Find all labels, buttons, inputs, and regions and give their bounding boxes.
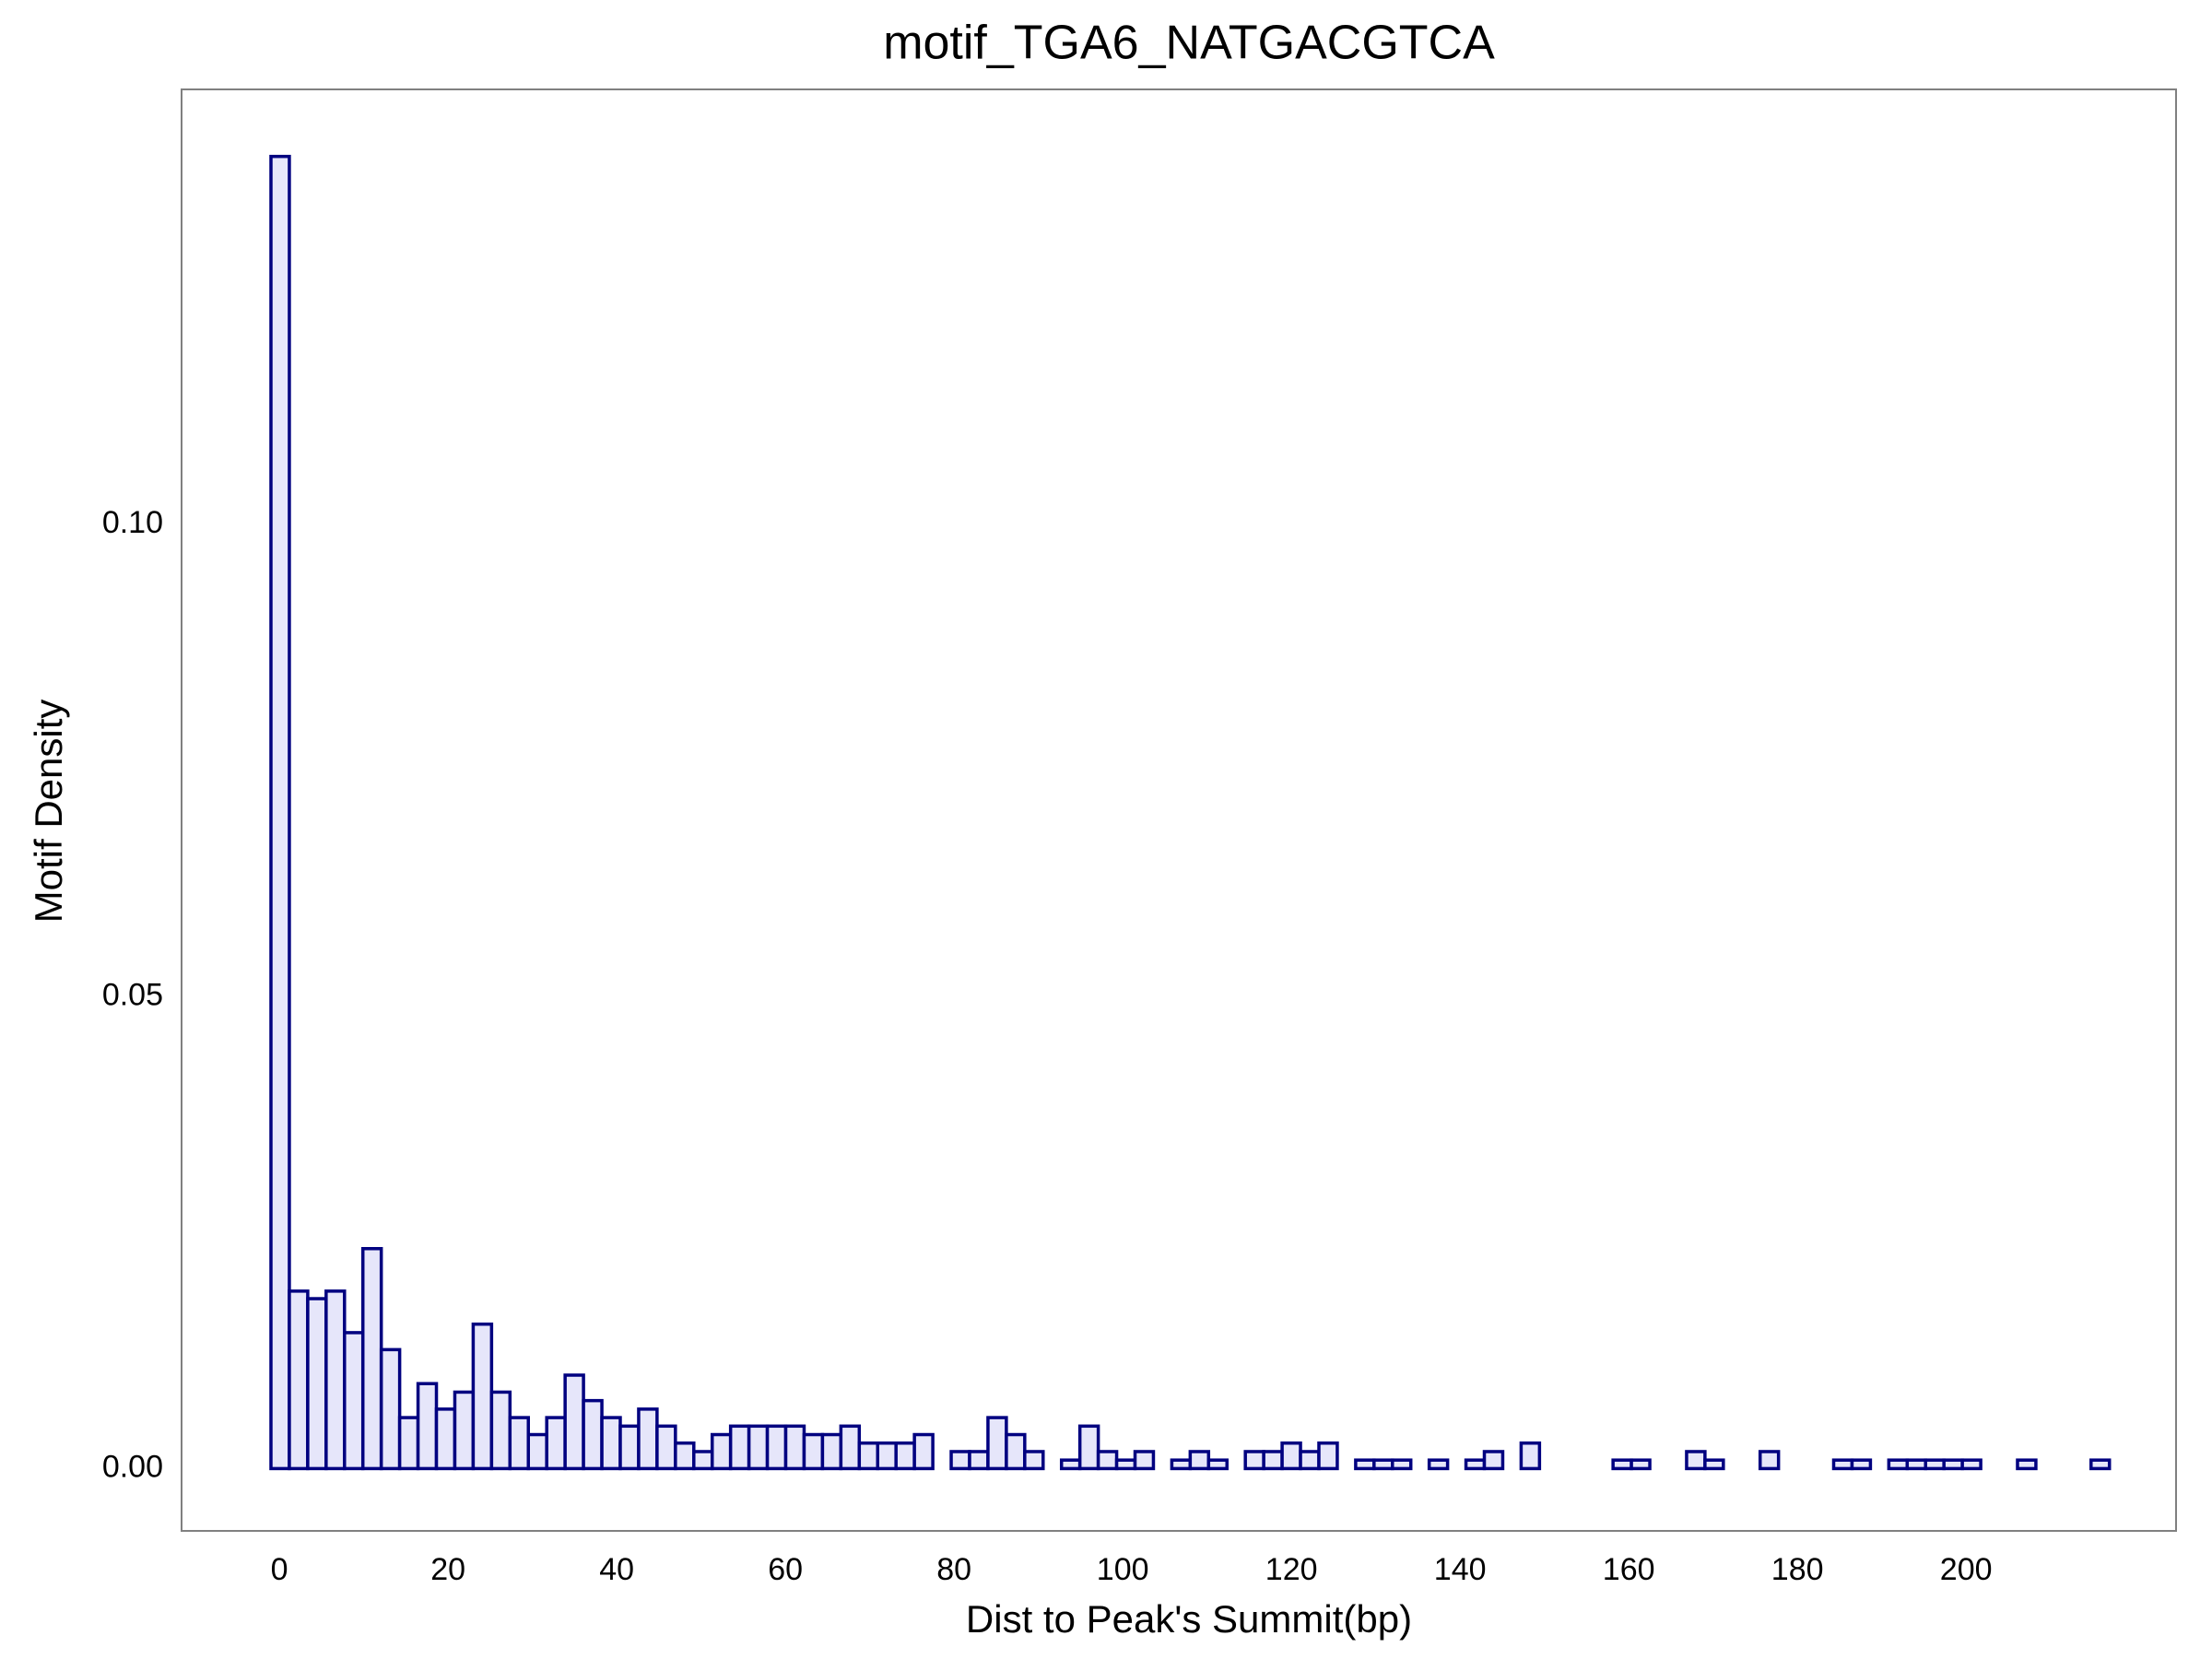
histogram-bar bbox=[949, 1450, 971, 1471]
histogram-bar bbox=[1427, 1458, 1450, 1471]
histogram-bar bbox=[1280, 1441, 1302, 1471]
histogram-bar bbox=[1482, 1450, 1505, 1471]
histogram-bar bbox=[728, 1424, 751, 1471]
histogram-bar bbox=[637, 1407, 659, 1471]
y-tick-label: 0.10 bbox=[102, 505, 163, 540]
histogram-bar bbox=[1317, 1441, 1339, 1471]
histogram-bar bbox=[912, 1432, 935, 1471]
histogram-bar bbox=[1299, 1450, 1321, 1471]
histogram-bar bbox=[306, 1297, 328, 1471]
histogram-bar bbox=[876, 1441, 898, 1471]
histogram-bar bbox=[1206, 1458, 1229, 1471]
histogram-bar bbox=[1391, 1458, 1413, 1471]
histogram-bar bbox=[397, 1416, 420, 1471]
histogram-bar bbox=[1005, 1432, 1027, 1471]
histogram-bar bbox=[1243, 1450, 1265, 1471]
histogram-bar bbox=[710, 1432, 733, 1471]
histogram-bar bbox=[1133, 1450, 1156, 1471]
histogram-bar bbox=[324, 1289, 347, 1471]
x-tick-label: 120 bbox=[1265, 1552, 1318, 1587]
histogram-bar bbox=[618, 1424, 641, 1471]
histogram-bar bbox=[1611, 1458, 1633, 1471]
histogram-bar bbox=[747, 1424, 770, 1471]
histogram-bar bbox=[765, 1424, 788, 1471]
histogram-bar bbox=[360, 1247, 383, 1471]
histogram-bar bbox=[1077, 1424, 1100, 1471]
histogram-bar bbox=[563, 1373, 585, 1471]
histogram-bar bbox=[1519, 1441, 1542, 1471]
histogram-bar bbox=[1685, 1450, 1707, 1471]
histogram-bar bbox=[1831, 1458, 1854, 1471]
y-tick-label: 0.00 bbox=[102, 1449, 163, 1484]
histogram-bar bbox=[783, 1424, 806, 1471]
histogram-bar bbox=[802, 1432, 825, 1471]
histogram-bar bbox=[674, 1441, 696, 1471]
y-axis-label: Motif Density bbox=[27, 700, 70, 924]
histogram-bar bbox=[379, 1347, 402, 1471]
histogram-bar bbox=[839, 1424, 862, 1471]
x-axis-label: Dist to Peak's Summit(bp) bbox=[966, 1597, 1412, 1641]
histogram-bar bbox=[1758, 1450, 1781, 1471]
x-tick-label: 80 bbox=[936, 1552, 971, 1587]
histogram-bar bbox=[655, 1424, 677, 1471]
histogram-bar bbox=[1905, 1458, 1927, 1471]
histogram-bar bbox=[1188, 1450, 1211, 1471]
histogram-bar bbox=[820, 1432, 843, 1471]
histogram-bar bbox=[1960, 1458, 1983, 1471]
histogram-bar bbox=[582, 1398, 604, 1471]
histogram-bar bbox=[1924, 1458, 1946, 1471]
histogram-bar bbox=[968, 1450, 990, 1471]
histogram-bar bbox=[1059, 1458, 1082, 1471]
x-tick-label: 160 bbox=[1603, 1552, 1655, 1587]
histogram-bar bbox=[1354, 1458, 1376, 1471]
histogram-bar bbox=[343, 1331, 365, 1471]
histogram-bar bbox=[2089, 1458, 2112, 1471]
histogram-bar bbox=[857, 1441, 879, 1471]
histogram-bar bbox=[692, 1450, 714, 1471]
histogram-bar bbox=[894, 1441, 916, 1471]
histogram-bar bbox=[453, 1390, 476, 1471]
histogram-bar bbox=[1703, 1458, 1725, 1471]
histogram-bar bbox=[1372, 1458, 1394, 1471]
histogram-bar bbox=[288, 1289, 310, 1471]
histogram-bar bbox=[1942, 1458, 1964, 1471]
y-tick-label: 0.05 bbox=[102, 977, 163, 1012]
x-tick-label: 0 bbox=[271, 1552, 288, 1587]
histogram-bar bbox=[416, 1382, 439, 1471]
x-tick-label: 60 bbox=[768, 1552, 803, 1587]
histogram-bar bbox=[1464, 1458, 1487, 1471]
x-tick-label: 200 bbox=[1940, 1552, 1993, 1587]
histogram-bar bbox=[1887, 1458, 1910, 1471]
histogram-bar bbox=[1630, 1458, 1652, 1471]
chart-title: motif_TGA6_NATGACGTCA bbox=[883, 17, 1495, 70]
x-tick-label: 20 bbox=[430, 1552, 465, 1587]
histogram-bar bbox=[434, 1407, 457, 1471]
histogram-bar bbox=[986, 1416, 1008, 1471]
histogram-bar bbox=[489, 1390, 512, 1471]
histogram-bar bbox=[1262, 1450, 1284, 1471]
histogram-bar bbox=[1850, 1458, 1873, 1471]
x-tick-label: 40 bbox=[599, 1552, 634, 1587]
histogram-bar bbox=[600, 1416, 622, 1471]
histogram-bar bbox=[1096, 1450, 1119, 1471]
histogram-bar bbox=[2016, 1458, 2038, 1471]
plot-frame bbox=[181, 88, 2177, 1532]
histogram-bar bbox=[545, 1416, 567, 1471]
histogram-bar bbox=[1170, 1458, 1193, 1471]
histogram-bar bbox=[471, 1322, 494, 1471]
x-tick-label: 180 bbox=[1771, 1552, 1824, 1587]
histogram-bar bbox=[526, 1432, 548, 1471]
histogram-bar bbox=[269, 154, 291, 1471]
x-tick-label: 100 bbox=[1097, 1552, 1149, 1587]
histogram-bar bbox=[1023, 1450, 1045, 1471]
histogram-bar bbox=[1114, 1458, 1137, 1471]
x-tick-label: 140 bbox=[1434, 1552, 1487, 1587]
histogram-bar bbox=[508, 1416, 531, 1471]
